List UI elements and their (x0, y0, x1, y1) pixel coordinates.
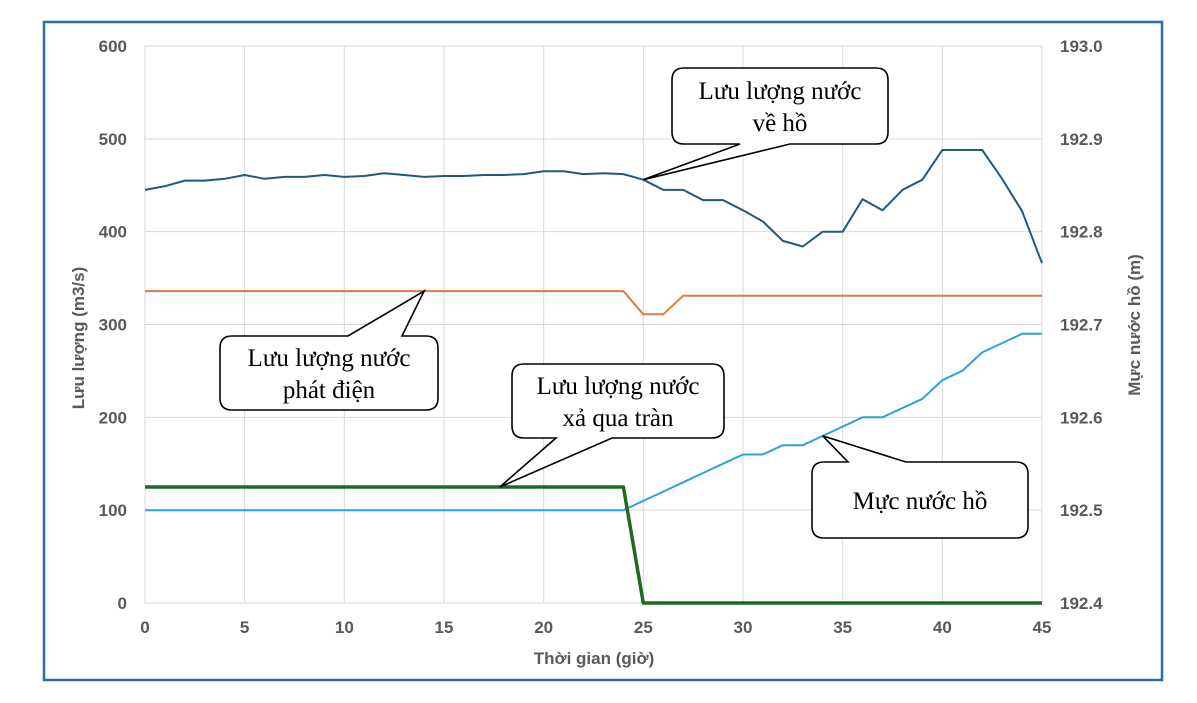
y2-tick-label: 192.9 (1060, 130, 1103, 149)
series-line-level (145, 332, 1042, 512)
callout-box-power (219, 289, 439, 411)
x-tick-label: 10 (335, 618, 354, 637)
y2-tick-labels: 192.4 192.5 192.6 192.7 192.8 192.9 193.0 (1060, 37, 1103, 613)
y2-tick-label: 192.6 (1060, 408, 1103, 427)
callout-inflow: Lưu lượng nước về hồ (643, 67, 889, 181)
y-tick-labels: 0 100 200 300 400 500 600 (99, 37, 127, 613)
y-tick-label: 400 (99, 223, 127, 242)
x-tick-labels: 0 5 10 15 20 25 30 35 40 45 (140, 618, 1051, 637)
y-tick-label: 600 (99, 37, 127, 56)
y-axis-title: Lưu lượng (m3/s) (69, 267, 88, 409)
x-tick-label: 0 (140, 618, 149, 637)
callout-text-power: Lưu lượng nước (248, 345, 411, 372)
chart-border (42, 20, 1164, 682)
callout-power: Lưu lượng nước phát điện (219, 289, 439, 411)
x-axis-title: Thời gian (giờ) (534, 649, 655, 668)
callout-spill: Lưu lượng nước xả qua tràn (499, 363, 725, 488)
callout-text-spill: xả qua tràn (562, 405, 674, 432)
y2-tick-label: 192.8 (1060, 223, 1103, 242)
callout-text-inflow: về hồ (753, 110, 808, 137)
x-tick-label: 35 (833, 618, 852, 637)
callouts: Lưu lượng nước về hồ Lưu lượng nước phát đi… (219, 67, 1029, 539)
x-tick-label: 20 (534, 618, 553, 637)
x-tick-label: 45 (1033, 618, 1052, 637)
y-tick-label: 500 (99, 130, 127, 149)
series-line-spill (145, 485, 1042, 605)
y-tick-label: 300 (99, 316, 127, 335)
callout-box-inflow (643, 67, 889, 181)
x-tick-label: 15 (435, 618, 454, 637)
y2-tick-label: 192.4 (1060, 594, 1103, 613)
callout-text-spill: Lưu lượng nước (537, 373, 700, 400)
callout-text-power: phát điện (283, 377, 376, 404)
y2-tick-label: 193.0 (1060, 37, 1103, 56)
callout-box-spill (499, 363, 725, 488)
x-tick-label: 40 (933, 618, 952, 637)
x-tick-label: 30 (734, 618, 753, 637)
series-line-power (145, 290, 1042, 316)
series-line-inflow (144, 149, 1043, 264)
y2-tick-label: 192.5 (1060, 501, 1103, 520)
x-tick-label: 25 (634, 618, 653, 637)
callout-text-inflow: Lưu lượng nước (699, 78, 862, 105)
callout-text-level: Mực nước hồ (853, 488, 988, 515)
y-tick-label: 200 (99, 408, 127, 427)
y2-tick-label: 192.7 (1060, 316, 1103, 335)
callout-box-level (811, 435, 1029, 539)
y-tick-label: 100 (99, 501, 127, 520)
callout-level: Mực nước hồ (811, 435, 1029, 539)
series-lines (144, 149, 1043, 605)
y2-axis-title: Mực nước hồ (m) (1125, 254, 1144, 396)
y-tick-label: 0 (118, 594, 127, 613)
x-tick-label: 5 (240, 618, 249, 637)
